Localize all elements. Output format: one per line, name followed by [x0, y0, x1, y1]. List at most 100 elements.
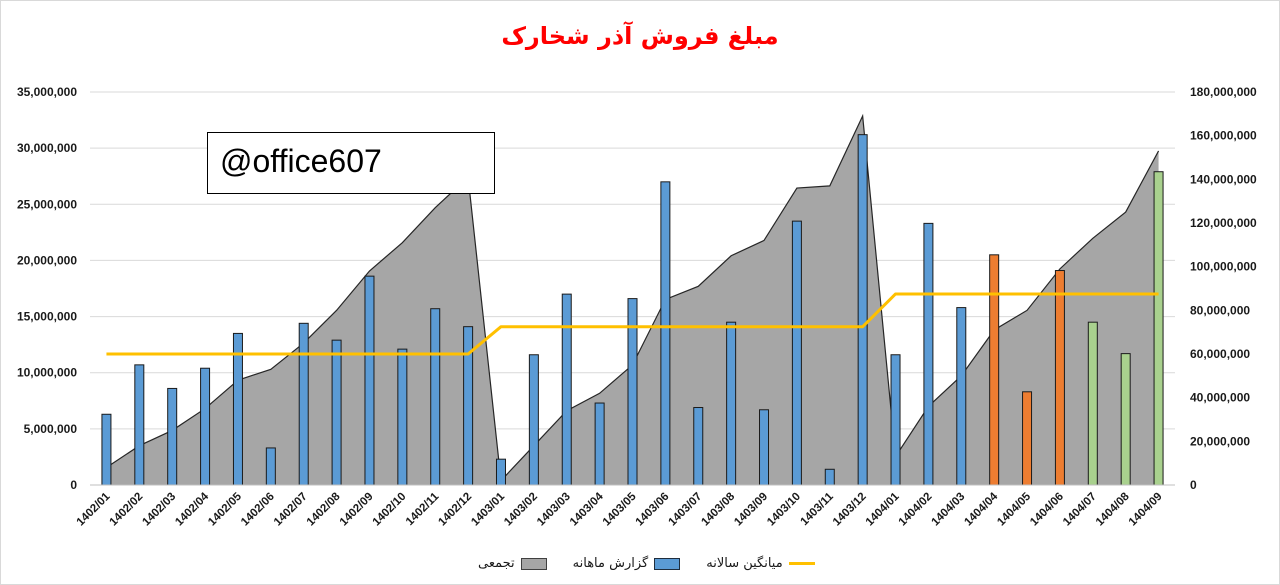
legend-item-area: تجمعی: [478, 556, 547, 571]
left-tick-label: 25,000,000: [17, 197, 77, 211]
legend-item-bars: گزارش ماهانه: [573, 556, 681, 571]
right-tick-label: 40,000,000: [1190, 391, 1250, 405]
x-tick-label: 1404/09: [1127, 491, 1165, 529]
monthly-bar: [331, 339, 342, 486]
monthly-bar: [989, 254, 1000, 486]
x-tick-label: 1404/06: [1028, 491, 1066, 529]
x-tick-label: 1403/07: [666, 491, 704, 529]
left-tick-label: 15,000,000: [17, 310, 77, 324]
monthly-bar: [726, 321, 737, 486]
monthly-bar: [495, 458, 506, 486]
x-tick-label: 1403/04: [568, 490, 606, 528]
legend-bars-label: گزارش ماهانه: [572, 556, 649, 571]
monthly-bar: [430, 308, 441, 486]
x-tick-label: 1403/02: [502, 491, 540, 529]
monthly-bar: [200, 367, 211, 486]
left-tick-label: 0: [70, 478, 77, 492]
right-tick-label: 100,000,000: [1190, 260, 1257, 274]
monthly-bar: [759, 409, 770, 486]
legend-line-label: میانگین سالانه: [706, 556, 783, 571]
monthly-bar: [594, 402, 605, 486]
monthly-bar: [956, 307, 967, 486]
legend-item-line: میانگین سالانه: [706, 556, 815, 571]
legend-area-swatch: [520, 557, 547, 570]
monthly-bar: [1022, 391, 1033, 486]
monthly-bar: [101, 413, 112, 486]
x-tick-label: 1403/03: [535, 491, 573, 529]
monthly-bar: [167, 387, 178, 486]
x-tick-label: 1403/01: [469, 490, 507, 528]
x-tick-label: 1402/10: [371, 491, 409, 529]
x-tick-label: 1404/08: [1094, 490, 1132, 528]
x-tick-label: 1404/04: [962, 490, 1000, 528]
monthly-bar: [528, 354, 539, 486]
right-tick-label: 0: [1190, 478, 1197, 492]
left-y-axis: 0 5,000,000 10,000,000 15,000,000 20,000,000…: [17, 85, 77, 492]
legend-bar-swatch: [654, 557, 681, 570]
annual-average-line-series: [106, 292, 1159, 356]
monthly-bar: [364, 275, 375, 486]
monthly-bar: [134, 364, 145, 486]
x-tick-label: 1404/02: [897, 491, 935, 529]
x-axis: 1402/011402/021402/031402/041402/051402/…: [75, 484, 1175, 529]
monthly-bar: [298, 322, 309, 486]
chart-title: مبلغ فروش آذر شخارک: [501, 22, 779, 50]
right-y-axis: 0 20,000,000 40,000,000 60,000,000 80,000,00…: [1190, 85, 1257, 492]
left-tick-label: 5,000,000: [24, 422, 78, 436]
watermark-text: @office607: [220, 143, 382, 179]
x-tick-label: 1403/06: [634, 491, 672, 529]
right-tick-label: 120,000,000: [1190, 216, 1257, 230]
monthly-bar: [1120, 353, 1131, 486]
x-tick-label: 1402/08: [305, 490, 343, 528]
right-tick-label: 160,000,000: [1190, 129, 1257, 143]
x-tick-label: 1402/06: [239, 491, 277, 529]
right-tick-label: 60,000,000: [1190, 347, 1250, 361]
monthly-bar: [824, 468, 835, 486]
monthly-bar: [791, 220, 802, 486]
monthly-bar: [693, 407, 704, 486]
left-tick-label: 20,000,000: [17, 253, 77, 267]
monthly-bar: [265, 447, 276, 486]
x-tick-label: 1404/05: [995, 490, 1033, 528]
x-tick-label: 1402/12: [436, 491, 474, 529]
x-tick-label: 1404/01: [864, 490, 902, 528]
right-tick-label: 180,000,000: [1190, 85, 1257, 99]
x-tick-label: 1402/09: [338, 491, 376, 529]
monthly-bar: [1087, 321, 1098, 486]
x-tick-label: 1403/09: [732, 491, 770, 529]
right-tick-label: 140,000,000: [1190, 172, 1257, 186]
x-tick-label: 1402/02: [108, 491, 146, 529]
x-tick-label: 1403/11: [798, 490, 836, 528]
x-tick-label: 1402/01: [75, 490, 113, 528]
x-tick-label: 1403/05: [601, 490, 639, 528]
annual-average-line: [106, 292, 1159, 356]
left-tick-label: 30,000,000: [17, 141, 77, 155]
right-tick-label: 80,000,000: [1190, 303, 1250, 317]
right-tick-label: 20,000,000: [1190, 434, 1250, 448]
legend: میانگین سالانه گزارش ماهانه تجمعی: [478, 556, 815, 571]
monthly-bar: [1054, 270, 1065, 486]
watermark-box: @office607: [207, 132, 495, 194]
monthly-bar: [890, 354, 901, 486]
left-tick-label: 10,000,000: [17, 366, 77, 380]
x-tick-label: 1403/08: [699, 490, 737, 528]
legend-area-label: تجمعی: [478, 556, 515, 571]
monthly-bar: [857, 134, 868, 486]
x-tick-label: 1402/11: [404, 490, 442, 528]
monthly-bar: [923, 222, 934, 486]
monthly-bar: [660, 181, 671, 486]
x-tick-label: 1404/07: [1061, 491, 1099, 529]
legend-line-swatch: [788, 562, 815, 565]
monthly-bar: [232, 332, 243, 486]
x-tick-label: 1402/05: [206, 490, 244, 528]
left-tick-label: 35,000,000: [17, 85, 77, 99]
monthly-bar: [397, 348, 408, 486]
x-tick-label: 1403/12: [831, 491, 869, 529]
x-tick-label: 1402/03: [140, 491, 178, 529]
monthly-bar: [1153, 171, 1164, 486]
x-tick-label: 1402/04: [173, 490, 211, 528]
x-tick-label: 1404/03: [930, 491, 968, 529]
x-tick-label: 1402/07: [272, 491, 310, 529]
monthly-bar: [561, 293, 572, 486]
